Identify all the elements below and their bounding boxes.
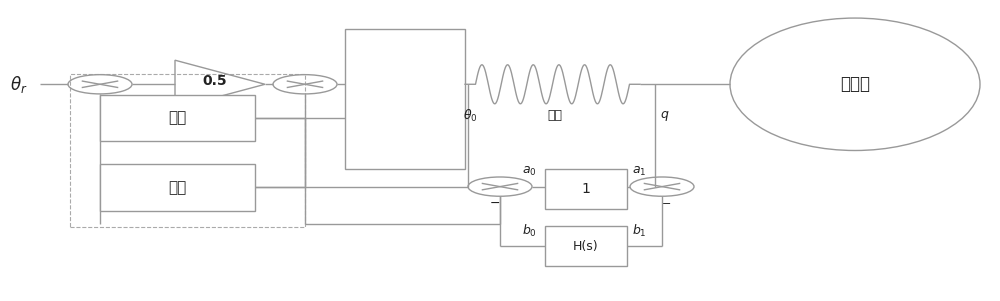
Bar <box>345 29 465 169</box>
Bar <box>100 164 255 211</box>
Text: 0.5: 0.5 <box>203 74 227 88</box>
Text: H(s): H(s) <box>573 240 599 253</box>
Bar <box>70 74 305 227</box>
Bar <box>100 95 255 141</box>
Text: $q$: $q$ <box>660 109 669 123</box>
Text: −: − <box>490 197 500 210</box>
Bar <box>545 226 627 266</box>
Text: $\theta_0$: $\theta_0$ <box>463 108 478 124</box>
Bar <box>545 169 627 209</box>
Text: 辨识: 辨识 <box>168 111 187 126</box>
Text: 1: 1 <box>582 182 590 196</box>
Text: $b_1$: $b_1$ <box>632 223 647 239</box>
Text: $a_0$: $a_0$ <box>522 164 537 178</box>
Text: $a_1$: $a_1$ <box>632 164 646 178</box>
Text: 柔性臂: 柔性臂 <box>840 75 870 93</box>
Text: −: − <box>662 199 672 209</box>
Text: $\theta_r$: $\theta_r$ <box>10 74 28 95</box>
Text: 滤波: 滤波 <box>168 180 187 195</box>
Text: 关节: 关节 <box>548 109 562 123</box>
Text: $b_0$: $b_0$ <box>522 223 537 239</box>
